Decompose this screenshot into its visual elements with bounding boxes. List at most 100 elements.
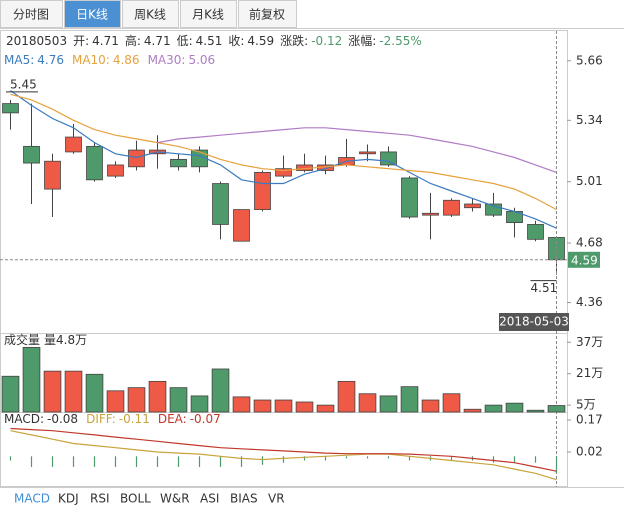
volume-bar (463, 408, 482, 413)
volume-bar (484, 404, 503, 413)
candle-body (191, 149, 208, 168)
candle-body (128, 149, 145, 168)
candle-body (401, 177, 418, 218)
ma-line (10, 90, 557, 229)
legend-value: 5.06 (188, 53, 215, 67)
indicator-tab[interactable]: BOLL (120, 492, 151, 506)
legend-value: -0.07 (190, 412, 221, 426)
tab-label[interactable]: 前复权 (249, 7, 285, 22)
tab[interactable] (64, 0, 121, 28)
date-tag-label: 2018-05-03 (499, 315, 569, 329)
candle-body (275, 168, 292, 177)
volume-bar (1, 375, 20, 413)
candle-body (44, 160, 61, 190)
y-tick-label: 5.66 (576, 53, 603, 67)
tab[interactable] (122, 0, 179, 28)
volume-bar (442, 393, 461, 413)
volume-bar (43, 370, 62, 413)
panel-title-text: 成交量 (4, 332, 40, 347)
volume-bar (190, 395, 209, 413)
tab[interactable] (238, 0, 297, 28)
legend-value: 4.76 (37, 53, 64, 67)
volume-bar (547, 405, 566, 413)
low-label: 4.51 (531, 281, 558, 295)
candle-body (65, 136, 82, 153)
info-value: 4.59 (247, 34, 274, 48)
info-value: -2.55% (379, 34, 421, 48)
candle-body (485, 203, 502, 216)
legend-name: MA10: (72, 53, 110, 67)
volume-bar (106, 390, 125, 413)
indicator-tab[interactable]: BIAS (230, 492, 258, 506)
volume-bar (22, 346, 41, 413)
volume-bar (379, 395, 398, 413)
candle-body (23, 145, 40, 164)
candle-body (233, 209, 250, 242)
legend: MACD: -0.08 DIFF: -0.11 DEA: -0.07 (4, 412, 221, 426)
tab-label[interactable]: 周K线 (134, 8, 166, 22)
info-label: 收: (228, 34, 244, 48)
legend-value: 4.86 (113, 53, 140, 67)
y-tick-label: 4.68 (576, 236, 603, 250)
info-value: -0.12 (311, 34, 342, 48)
volume-bar (169, 387, 188, 413)
tab[interactable] (180, 0, 237, 28)
info-label: 低: (177, 34, 193, 48)
candle-body (107, 164, 124, 177)
volume-bar (253, 399, 272, 413)
volume-bar (274, 399, 293, 413)
candle-body (212, 183, 229, 225)
candle-body (2, 103, 19, 114)
candle-body (380, 151, 397, 166)
volume-bar (358, 393, 377, 413)
legend-name: MA5: (4, 53, 34, 67)
tab-label[interactable]: 月K线 (192, 8, 224, 22)
indicator-tab[interactable]: KDJ (58, 492, 79, 506)
panel-subtitle: 量4.8万 (44, 333, 87, 347)
legend-name: MA30: (148, 53, 186, 67)
high-label: 5.45 (10, 77, 37, 91)
info-label: 涨幅: (348, 33, 376, 48)
volume-bar (211, 368, 230, 413)
info-label: 开: (73, 34, 89, 48)
volume-bar (295, 401, 314, 413)
info-label: 高: (125, 33, 141, 48)
info-value: 4.51 (196, 34, 223, 48)
macd-line (10, 427, 557, 472)
indicator-tab[interactable]: ASI (200, 492, 219, 506)
info-label: 涨跌: (280, 33, 308, 48)
frame (0, 30, 568, 487)
volume-bar (421, 399, 440, 413)
candle-body (254, 171, 271, 210)
date-tag (499, 313, 569, 331)
candle-body (86, 145, 103, 181)
tab-label[interactable]: 分时图 (13, 8, 49, 22)
volume-bar (400, 386, 419, 413)
legend-name: MACD: (4, 412, 44, 426)
volume-bar (127, 387, 146, 413)
y-tick-label: 5万 (576, 398, 596, 412)
y-tick-label: 21万 (576, 366, 603, 380)
volume-bar (148, 380, 167, 413)
volume-bar (85, 373, 104, 413)
y-tick-label: 0.02 (576, 445, 603, 459)
indicator-tab[interactable]: RSI (90, 492, 110, 506)
price-tag (568, 251, 600, 268)
indicator-tab[interactable]: MACD (14, 492, 50, 506)
indicator-tab[interactable]: W&R (160, 492, 190, 506)
indicator-tab[interactable]: VR (268, 492, 285, 506)
ma-line (10, 93, 557, 211)
volume-bar (526, 409, 545, 413)
y-tick-label: 5.01 (576, 174, 603, 188)
legend-name: DEA: (158, 412, 187, 426)
info-value: 4.71 (92, 34, 119, 48)
tab[interactable] (0, 0, 63, 28)
candle-body (464, 203, 481, 209)
legend: MA5: 4.76 MA10: 4.86 MA30: 5.06 (4, 53, 215, 67)
candle-body (359, 151, 376, 155)
info-line: 20180503 开: 4.71 高: 4.71 低: 4.51 收: 4.59 涨跌: -0.12… (6, 33, 422, 48)
tab-label[interactable]: 日K线 (76, 8, 108, 22)
